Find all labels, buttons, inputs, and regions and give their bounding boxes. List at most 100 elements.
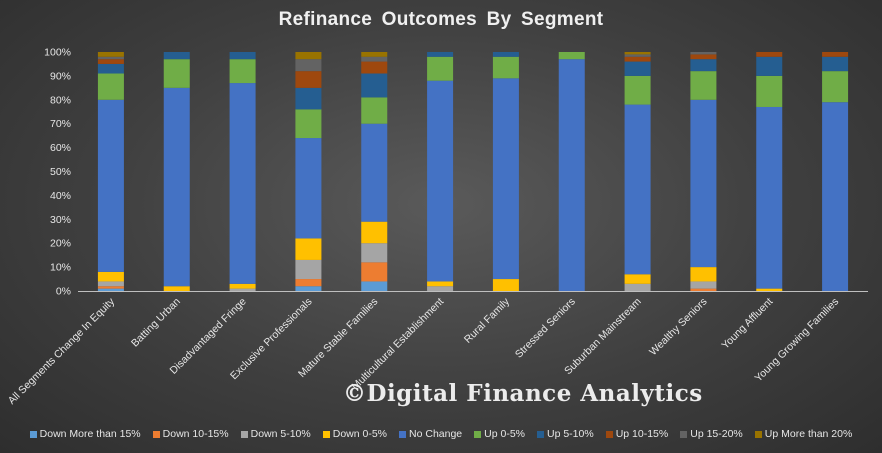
legend-entry: Up 10-15% <box>605 428 669 440</box>
legend-label: Up 5-10% <box>547 428 594 440</box>
chart-title: Refinance Outcomes By Segment <box>278 9 604 30</box>
bar-segment <box>624 54 651 57</box>
bar-segment <box>229 83 256 284</box>
bar-segment <box>229 283 256 289</box>
legend-entry: Up 5-10% <box>537 428 594 440</box>
legend-label: Down 5-10% <box>250 428 311 440</box>
legend-entry: Up More than 20% <box>754 428 853 440</box>
legend-label: Up 0-5% <box>484 428 525 440</box>
bar-segment <box>295 286 322 291</box>
bar-segment <box>690 59 717 72</box>
bar-segment <box>822 56 849 72</box>
legend-swatch <box>537 430 544 438</box>
legend-entry: Up 15-20% <box>680 428 743 440</box>
legend-label: No Change <box>409 428 463 440</box>
bar-segment <box>97 59 124 64</box>
legend-entry: Up 0-5% <box>474 428 525 440</box>
bar-segment <box>97 281 124 287</box>
legend-label: Down 10-15% <box>162 428 229 440</box>
bar-segment <box>427 281 454 287</box>
bar-segment <box>295 259 322 280</box>
bar-segment <box>756 56 783 76</box>
bar-segment <box>295 279 322 287</box>
bar-segment <box>624 56 651 62</box>
legend: Down More than 15% Down 10-15% Down 5-10% D… <box>0 428 882 440</box>
watermark: ©Digital Finance Analytics <box>343 380 703 407</box>
bar-segment <box>361 262 388 282</box>
bar-segment <box>295 138 322 239</box>
legend-entry: Down More than 15% <box>29 428 141 440</box>
bar-segment <box>361 56 388 62</box>
x-tick-label: Batting Urban <box>129 296 183 350</box>
x-tick-label: All Segments Change In Equity <box>6 295 118 407</box>
bar-segment <box>361 243 388 263</box>
bar-segment <box>624 274 651 284</box>
bar-segment <box>427 286 454 291</box>
bar-segment <box>97 56 124 60</box>
bar-segment <box>295 238 322 260</box>
bar-segment <box>756 52 783 57</box>
bar-segment <box>690 71 717 100</box>
bar-segment <box>822 71 849 103</box>
bar-segment <box>163 87 190 287</box>
x-tick-label: Suburban Mainstream <box>562 295 644 377</box>
legend-entry: Down 5-10% <box>240 428 311 440</box>
legend-label: Up 10-15% <box>615 428 669 440</box>
legend-entry: Down 10-15% <box>152 428 229 440</box>
legend-label: Up More than 20% <box>764 428 853 440</box>
bar-segment <box>492 279 519 291</box>
bar-segment <box>558 59 585 291</box>
y-tick-label: 60% <box>50 142 71 154</box>
y-tick-label: 100% <box>44 47 71 59</box>
legend-label: Down 0-5% <box>332 428 388 440</box>
y-tick-label: 70% <box>50 118 71 130</box>
bar-segment <box>427 52 454 57</box>
bar-segment <box>97 73 124 100</box>
legend-swatch <box>240 430 248 438</box>
bar-segment <box>229 52 256 60</box>
bar-segment <box>624 104 651 275</box>
legend-entry: No Change <box>399 428 462 440</box>
legend-swatch <box>152 430 160 438</box>
bar-segment <box>690 99 717 268</box>
bar-segment <box>558 52 585 60</box>
x-tick-label: Rural Family <box>462 295 513 346</box>
bar-segment <box>163 286 190 291</box>
bar-segment <box>295 109 322 139</box>
bar-segment <box>492 56 519 79</box>
bar-segment <box>427 56 454 81</box>
bar-segment <box>163 59 190 88</box>
legend-entry: Down 0-5% <box>322 428 388 440</box>
legend-label: Up 15-20% <box>690 428 743 440</box>
bar-segment <box>97 63 124 74</box>
y-tick-label: 50% <box>50 166 71 178</box>
bar-segment <box>97 52 124 57</box>
bar-segment <box>756 288 783 291</box>
bar-segment <box>163 52 190 60</box>
bar-segment <box>492 52 519 57</box>
bar-segment <box>361 221 388 244</box>
legend-swatch <box>322 430 330 438</box>
x-tick-label: Wealthy Seniors <box>647 296 709 358</box>
y-tick-label: 90% <box>50 70 71 82</box>
bar-segment <box>229 288 256 291</box>
y-tick-label: 20% <box>50 238 71 250</box>
bar-segment <box>624 61 651 76</box>
legend-swatch <box>399 430 407 438</box>
bar-segment <box>756 106 783 289</box>
bar-segment <box>690 52 717 55</box>
bar-segment <box>756 75 783 107</box>
bar-segment <box>624 283 651 291</box>
bar-segment <box>624 75 651 105</box>
y-tick-label: 10% <box>50 262 71 274</box>
legend-label: Down More than 15% <box>39 428 141 440</box>
y-tick-label: 30% <box>50 214 71 226</box>
bar-segment <box>229 59 256 84</box>
bar-segment <box>822 52 849 57</box>
bar-segment <box>822 102 849 291</box>
bar-segment <box>361 73 388 98</box>
bar-segment <box>492 78 519 280</box>
legend-swatch <box>474 430 482 438</box>
bar-segment <box>295 71 322 88</box>
